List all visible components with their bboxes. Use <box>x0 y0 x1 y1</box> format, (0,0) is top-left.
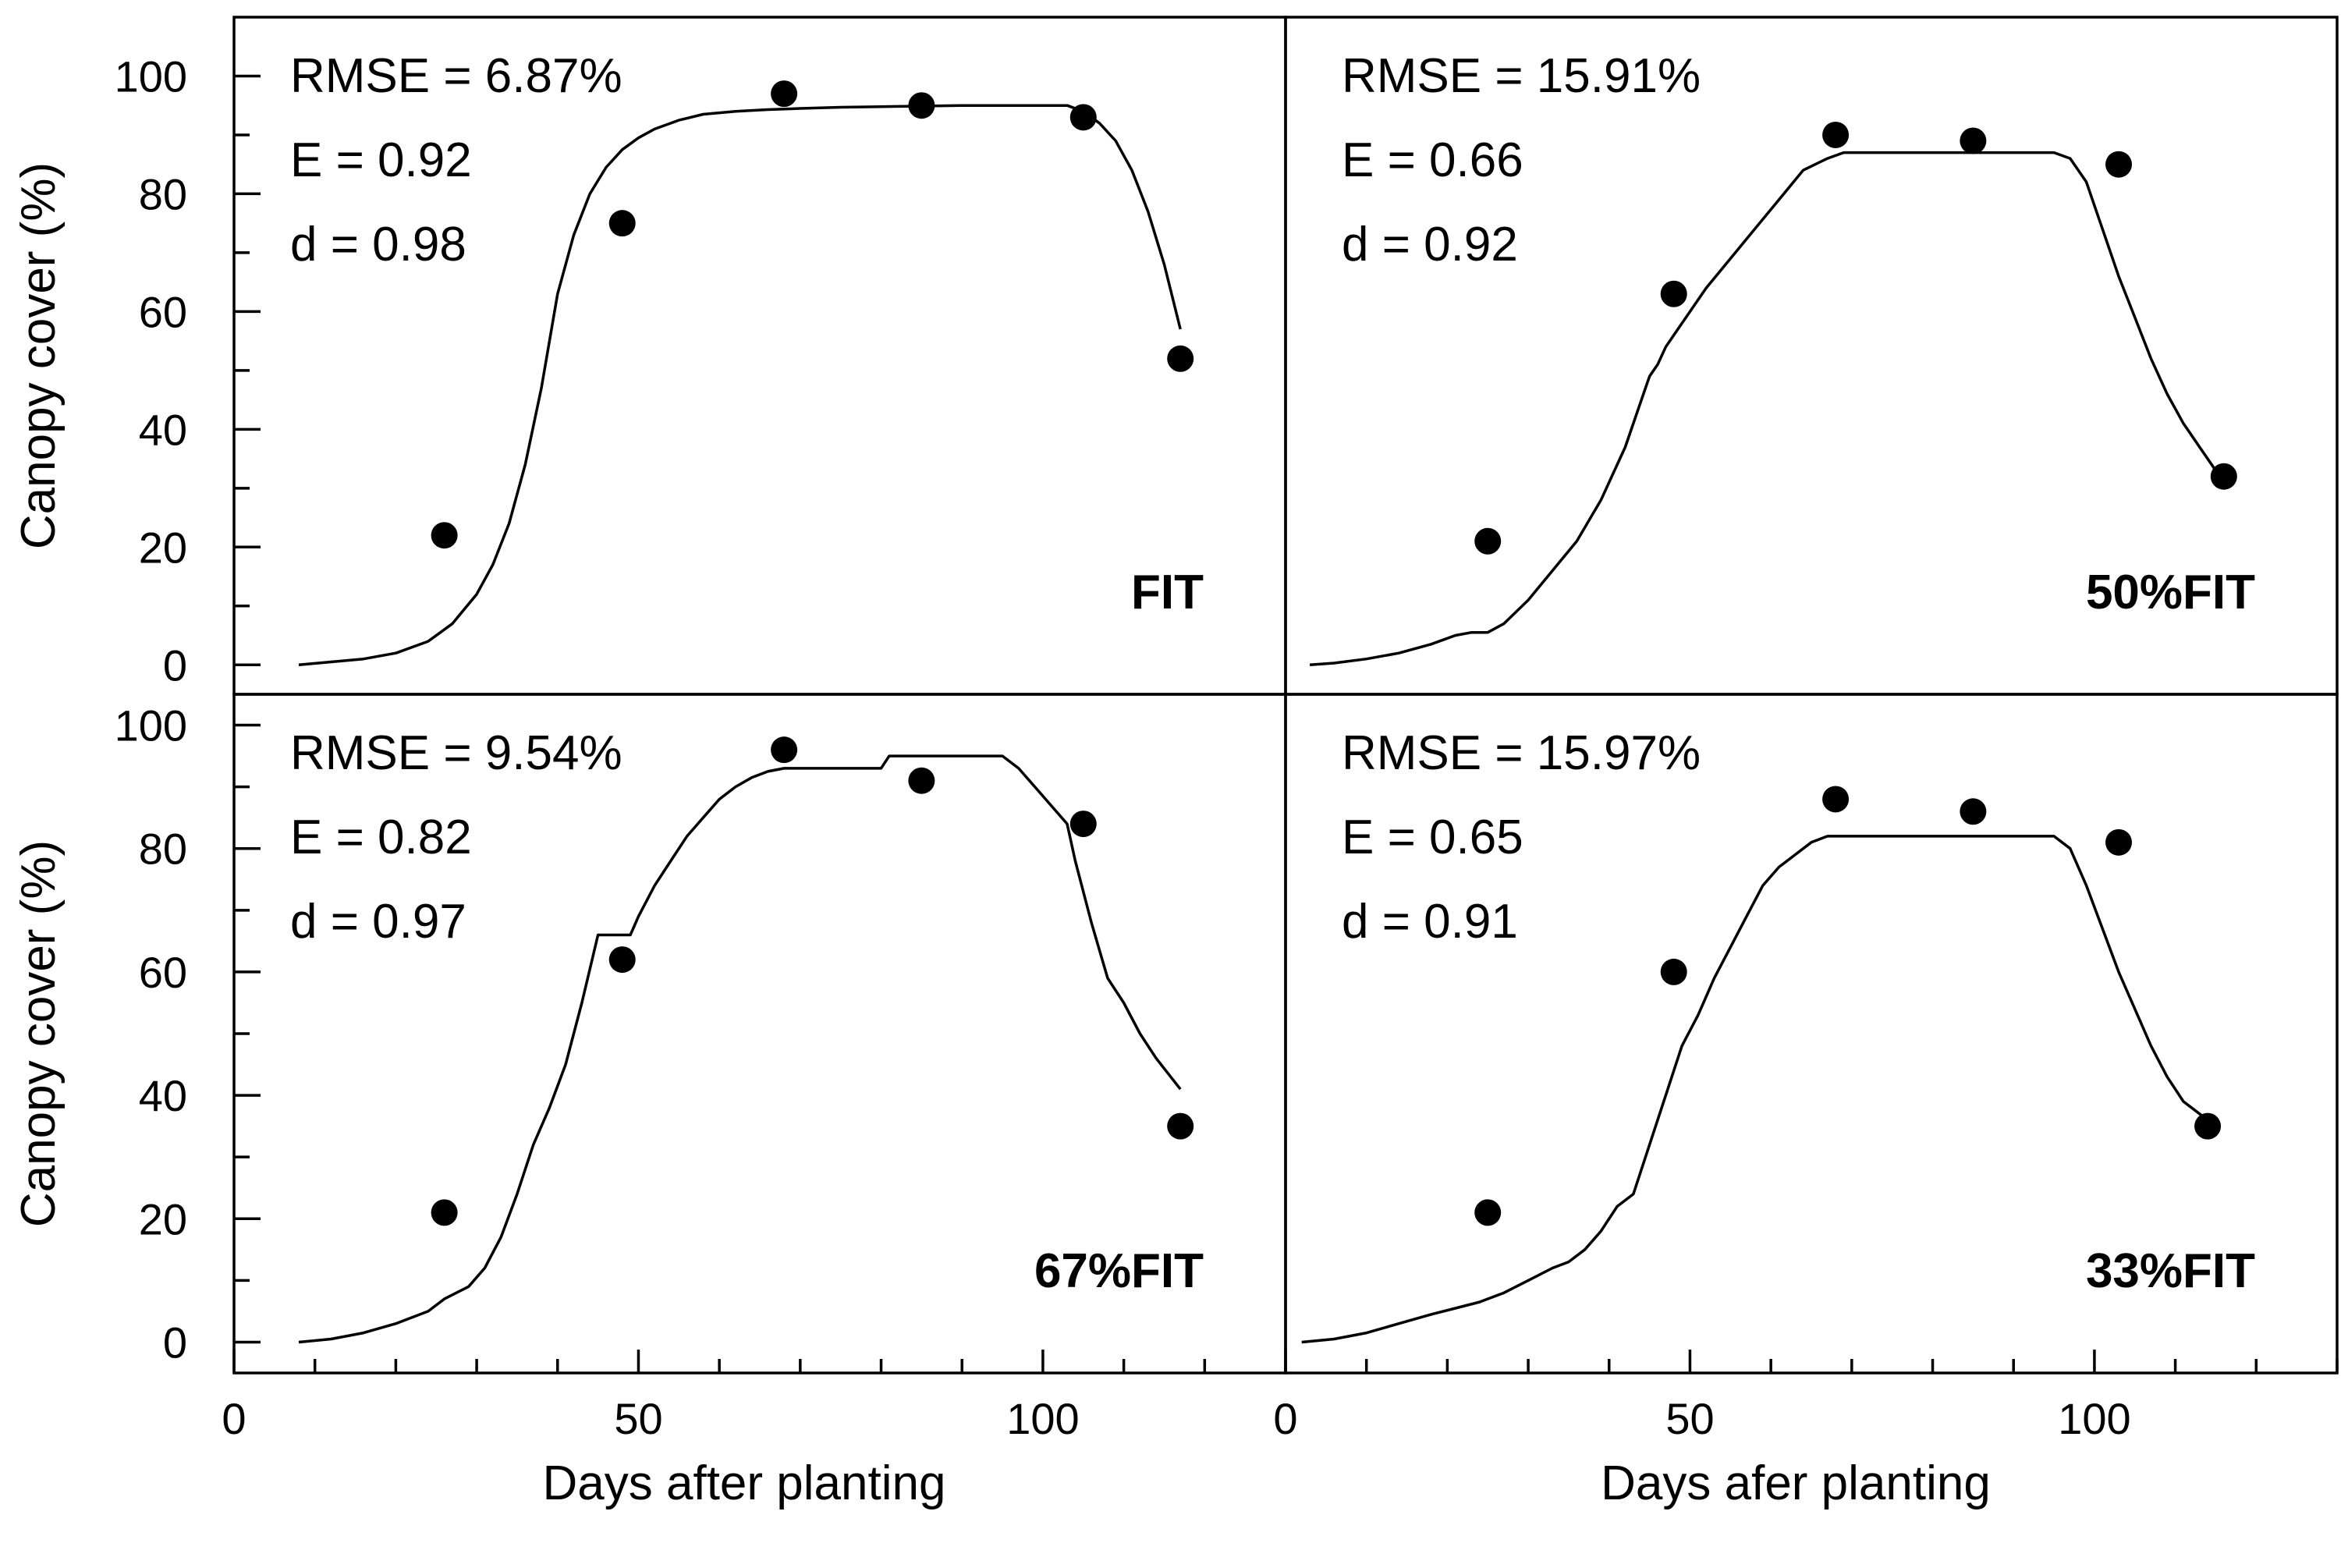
stat-text: E = 0.66 <box>1342 133 1523 187</box>
y-tick-label: 0 <box>163 640 187 690</box>
stat-text: E = 0.92 <box>290 133 472 187</box>
panel-frame <box>1284 693 2339 1375</box>
observed-point <box>1822 121 1850 148</box>
panel-50-fit: RMSE = 15.91% E = 0.66 d = 0.92 50%FIT <box>1284 16 2339 696</box>
observed-point <box>1167 345 1194 372</box>
observed-point <box>1167 1112 1194 1140</box>
stat-text: E = 0.65 <box>1342 811 1523 864</box>
observed-point <box>2105 828 2133 856</box>
observed-point <box>431 522 458 549</box>
x-tick-label: 100 <box>2058 1394 2130 1443</box>
observed-point <box>771 736 798 764</box>
stat-text: RMSE = 15.97% <box>1342 726 1701 780</box>
observed-point <box>908 767 935 794</box>
stat-text: d = 0.97 <box>290 895 466 949</box>
y-axis-title: Canopy cover (%) <box>12 840 66 1227</box>
observed-point <box>1660 958 1687 985</box>
y-tick-label: 40 <box>139 1071 187 1120</box>
x-tick-label: 50 <box>1665 1394 1714 1443</box>
panel-frame <box>232 16 1287 696</box>
treatment-label: FIT <box>1131 566 1204 619</box>
observed-point <box>1960 798 1987 825</box>
x-axis-title: Days afer planting <box>1601 1456 1991 1510</box>
y-tick-label: 20 <box>139 523 187 572</box>
observed-point <box>1069 104 1097 131</box>
x-tick-label: 0 <box>1273 1394 1297 1443</box>
y-tick-label: 20 <box>139 1194 187 1243</box>
stat-text: d = 0.92 <box>1342 218 1518 271</box>
stat-text: RMSE = 9.54% <box>290 726 622 780</box>
stat-text: RMSE = 15.91% <box>1342 49 1701 103</box>
panel-33-fit: 0 50 100 Days afer planting RMSE = 15.97% E =… <box>1273 693 2339 1510</box>
observed-point <box>2210 463 2237 490</box>
stat-text: RMSE = 6.87% <box>290 49 622 103</box>
observed-point <box>608 946 636 974</box>
y-tick-label: 100 <box>115 701 187 750</box>
observed-point <box>1960 127 1987 154</box>
observed-point <box>2105 151 2133 178</box>
observed-point <box>908 92 935 119</box>
observed-point <box>2194 1112 2222 1140</box>
y-tick-label: 100 <box>115 51 187 101</box>
observed-point <box>1069 811 1097 838</box>
x-tick-label: 100 <box>1006 1394 1079 1443</box>
stat-text: d = 0.98 <box>290 218 466 271</box>
x-axis-title: Days after planting <box>543 1456 946 1510</box>
y-axis-title: Canopy cover (%) <box>12 162 66 549</box>
y-tick-label: 60 <box>139 948 187 997</box>
panel-fit: 0 20 40 60 80 100 Canopy cover (%) RMSE = 6.87%… <box>12 16 1287 696</box>
observed-point <box>608 210 636 237</box>
y-tick-label: 80 <box>139 825 187 874</box>
observed-point <box>1822 786 1850 813</box>
y-tick-label: 40 <box>139 405 187 454</box>
y-tick-label: 0 <box>163 1318 187 1367</box>
observed-point <box>771 80 798 108</box>
simulated-canopy-line <box>298 104 1182 667</box>
simulated-canopy-line <box>298 754 1182 1344</box>
x-tick-label: 50 <box>614 1394 662 1443</box>
simulated-canopy-line <box>1301 835 2217 1344</box>
observed-point <box>1660 280 1687 307</box>
treatment-label: 50%FIT <box>2086 566 2255 619</box>
x-tick-label: 0 <box>222 1394 246 1443</box>
y-tick-label: 60 <box>139 287 187 336</box>
observed-point <box>1474 527 1502 555</box>
stat-text: E = 0.82 <box>290 811 472 864</box>
stat-text: d = 0.91 <box>1342 895 1518 949</box>
panel-67-fit: 0 20 40 60 80 100 0 50 100 Canopy cover (%) Days a… <box>12 693 1287 1510</box>
treatment-label: 33%FIT <box>2086 1244 2255 1298</box>
observed-point <box>431 1199 458 1226</box>
simulated-canopy-line <box>1309 151 2233 667</box>
y-tick-label: 80 <box>139 169 187 218</box>
treatment-label: 67%FIT <box>1034 1244 1204 1298</box>
observed-point <box>1474 1199 1502 1226</box>
